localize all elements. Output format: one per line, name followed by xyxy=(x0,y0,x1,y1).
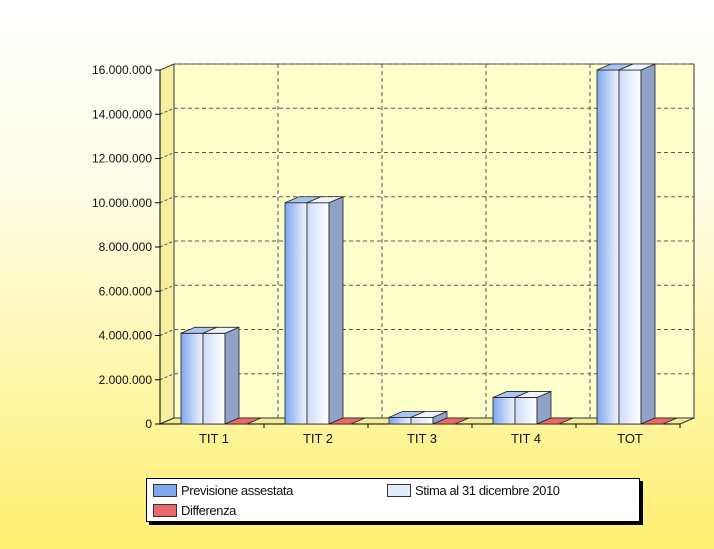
y-tick-label: 16.000.000 xyxy=(92,63,152,77)
bar-top xyxy=(432,417,470,425)
gridline-side xyxy=(159,284,175,292)
legend-label: Stima al 31 dicembre 2010 xyxy=(415,483,560,498)
bar-top xyxy=(328,417,366,425)
gridline-side xyxy=(159,107,175,115)
legend-item: Previsione assestata xyxy=(153,483,293,498)
bar xyxy=(328,417,366,425)
y-tick-label: 14.000.000 xyxy=(92,107,152,121)
bar xyxy=(306,196,344,425)
bar-top xyxy=(618,63,656,71)
bar-front xyxy=(514,397,538,425)
bar-top xyxy=(202,326,240,334)
y-tick-label: 10.000.000 xyxy=(92,196,152,210)
x-tick-label: TIT 4 xyxy=(511,431,541,446)
bar-front xyxy=(618,69,642,425)
bar-top xyxy=(640,417,678,425)
bar-top xyxy=(514,391,552,398)
bar-top xyxy=(224,417,262,425)
bar-side xyxy=(328,196,344,425)
bar xyxy=(536,417,574,425)
bar-side xyxy=(224,326,240,425)
y-tick-label: 2.000.000 xyxy=(99,373,153,387)
y-tick-label: 4.000.000 xyxy=(99,329,153,343)
gridline-side xyxy=(159,63,175,71)
bar-front xyxy=(202,332,226,425)
bar xyxy=(514,390,552,425)
bar-front xyxy=(596,69,620,425)
bar-front xyxy=(306,202,330,425)
legend-swatch xyxy=(153,484,177,497)
legend-item: Differenza xyxy=(153,503,236,518)
bar-front xyxy=(284,202,308,425)
chart-legend: Previsione assestata Stima al 31 dicembr… xyxy=(146,478,640,522)
y-tick-label: 0 xyxy=(145,417,152,431)
legend-swatch xyxy=(153,504,177,517)
y-tick-label: 8.000.000 xyxy=(99,240,153,254)
bar xyxy=(410,410,448,425)
gridline-side xyxy=(159,373,175,381)
bar-front xyxy=(492,397,516,425)
bar xyxy=(224,417,262,425)
y-tick-label: 6.000.000 xyxy=(99,284,153,298)
legend-item: Stima al 31 dicembre 2010 xyxy=(387,483,560,498)
bar-top xyxy=(410,410,448,418)
y-tick-label: 12.000.000 xyxy=(92,152,152,166)
bar-top xyxy=(536,417,574,425)
bar-front xyxy=(388,416,412,425)
legend-label: Previsione assestata xyxy=(181,483,293,498)
x-tick-label: TIT 2 xyxy=(303,431,333,446)
x-tick-label: TIT 3 xyxy=(407,431,437,446)
bar xyxy=(618,63,656,425)
gridline-side xyxy=(159,329,175,336)
legend-swatch xyxy=(387,484,411,497)
gridline-side xyxy=(159,152,175,159)
bar xyxy=(640,417,678,425)
bar xyxy=(202,326,240,425)
bar-front xyxy=(410,416,434,425)
bar-top xyxy=(306,196,344,204)
bar-front xyxy=(180,332,204,425)
x-tick-label: TOT xyxy=(617,431,643,446)
gridline-side xyxy=(159,196,175,204)
bar-side xyxy=(640,63,656,425)
bar xyxy=(432,417,470,425)
legend-label: Differenza xyxy=(181,503,237,518)
gridline-side xyxy=(159,240,175,248)
x-tick-label: TIT 1 xyxy=(199,431,229,446)
